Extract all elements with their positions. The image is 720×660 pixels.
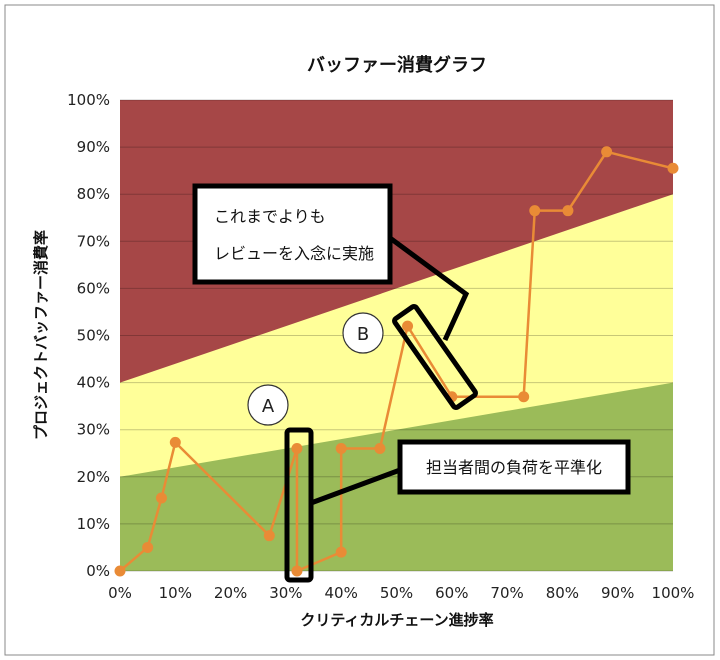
- y-tick-label: 0%: [86, 562, 110, 580]
- data-point: [114, 565, 126, 577]
- x-tick-label: 30%: [269, 584, 302, 602]
- y-tick-label: 50%: [77, 327, 110, 345]
- data-point: [518, 391, 530, 403]
- x-tick-label: 80%: [546, 584, 579, 602]
- series-layer: [114, 146, 679, 577]
- highlight-box-b: [392, 303, 478, 411]
- marker-b: B: [342, 312, 384, 354]
- callout-b: これまでよりも レビューを入念に実施: [192, 183, 470, 342]
- data-point: [529, 205, 541, 217]
- marker-a: A: [247, 384, 289, 426]
- callout-a-box: [397, 439, 631, 495]
- callout-a: 担当者間の負荷を平準化: [310, 439, 631, 506]
- y-tick-label: 100%: [67, 91, 110, 109]
- data-point: [291, 565, 303, 577]
- x-tick-label: 70%: [490, 584, 523, 602]
- x-tick-label: 20%: [214, 584, 247, 602]
- data-point: [291, 443, 303, 455]
- x-tick-label: 50%: [380, 584, 413, 602]
- x-tick-label: 10%: [159, 584, 192, 602]
- y-tick-label: 20%: [77, 468, 110, 486]
- data-point: [374, 443, 386, 455]
- data-point: [562, 205, 574, 217]
- y-tick-label: 70%: [77, 232, 110, 250]
- callout-a-pointer: [310, 467, 401, 506]
- x-axis-title: クリティカルチェーン進捗率: [300, 611, 493, 629]
- callout-b-box: [192, 183, 393, 285]
- callout-a-text: 担当者間の負荷を平準化: [426, 458, 602, 477]
- marker-a-label: A: [262, 396, 275, 417]
- chart-title: バッファー消費グラフ: [307, 54, 487, 76]
- callout-b-pointer: [388, 235, 470, 342]
- y-tick-label: 60%: [77, 279, 110, 297]
- marker-b-label: B: [357, 324, 369, 345]
- data-point: [142, 541, 154, 553]
- data-point: [263, 530, 275, 542]
- y-tick-label: 10%: [77, 515, 110, 533]
- y-axis-ticks: 0% 10% 20% 30% 40% 50% 60% 70% 80% 90% 100%: [67, 91, 110, 580]
- data-point: [402, 320, 414, 332]
- y-tick-label: 40%: [77, 374, 110, 392]
- y-tick-label: 30%: [77, 421, 110, 439]
- x-tick-label: 90%: [601, 584, 634, 602]
- x-tick-label: 60%: [435, 584, 468, 602]
- data-point: [155, 492, 167, 504]
- x-tick-label: 40%: [325, 584, 358, 602]
- x-tick-label: 100%: [652, 584, 695, 602]
- data-point: [335, 443, 347, 455]
- x-tick-label: 0%: [108, 584, 132, 602]
- data-point: [667, 162, 679, 174]
- data-point: [169, 436, 181, 448]
- callout-b-line-2: レビューを入念に実施: [214, 244, 374, 263]
- data-point: [601, 146, 613, 158]
- x-axis-ticks: 0% 10% 20% 30% 40% 50% 60% 70% 80% 90% 100%: [108, 584, 694, 602]
- data-point: [335, 546, 347, 558]
- callout-b-line-1: これまでよりも: [214, 207, 326, 226]
- y-axis-title: プロジェクトバッファー消費率: [32, 230, 50, 440]
- highlight-box-a: [284, 427, 314, 583]
- y-tick-label: 90%: [77, 138, 110, 156]
- y-tick-label: 80%: [77, 185, 110, 203]
